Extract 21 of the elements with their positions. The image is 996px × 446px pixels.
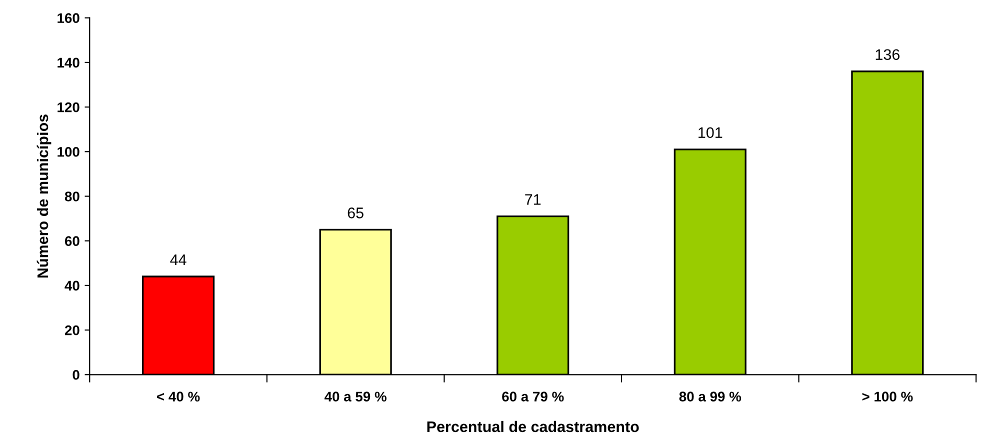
x-tick-label: 40 a 59 % bbox=[324, 392, 386, 402]
y-tick-label: 60 bbox=[64, 236, 80, 246]
x-tick-label: 80 a 99 % bbox=[679, 392, 742, 402]
y-tick-label: 20 bbox=[64, 325, 80, 336]
x-tick-label: 60 a 79 % bbox=[502, 392, 564, 402]
y-tick-label: 160 bbox=[58, 13, 80, 24]
data-label: 136 bbox=[876, 49, 900, 60]
y-tick-label: 140 bbox=[58, 58, 80, 68]
x-tick-label: < 40 % bbox=[157, 392, 200, 402]
y-tick-label: 0 bbox=[72, 370, 80, 380]
data-label: 101 bbox=[698, 127, 722, 138]
data-label: 44 bbox=[170, 254, 186, 266]
y-tick-label: 40 bbox=[64, 280, 80, 291]
y-tick-label: 80 bbox=[64, 192, 80, 202]
x-tick-label: > 100 % bbox=[862, 392, 913, 402]
y-axis-title: Número de municípios bbox=[36, 114, 52, 278]
data-label: 65 bbox=[348, 208, 364, 218]
y-tick-label: 120 bbox=[58, 102, 80, 112]
x-axis-title: Percentual de cadastramento bbox=[427, 420, 639, 432]
data-label: 71 bbox=[525, 194, 541, 205]
y-tick-label: 100 bbox=[58, 146, 80, 157]
